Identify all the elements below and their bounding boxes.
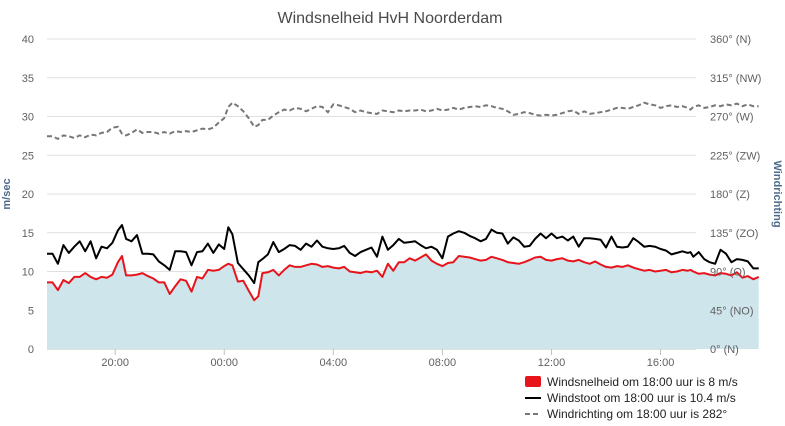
legend-label-gust: Windstoot om 18:00 uur is 10.4 m/s [547,391,736,405]
x-tick-label: 12:00 [538,357,566,369]
y-right-tick-label: 180° (Z) [710,189,750,201]
y-left-tick-label: 25 [22,150,34,162]
gust-line [47,224,759,285]
chart-title: Windsnelheid HvH Noorderdam [278,10,503,27]
y-left-tick-label: 35 [22,73,34,85]
y-left-tick-label: 20 [22,189,34,201]
y-left-axis-ticks: 0 5 10 15 20 25 30 35 40 [22,34,34,356]
speed-line [47,253,760,302]
series-lines-layer [47,101,760,302]
x-tick-label: 04:00 [320,357,348,369]
x-tick-label: 16:00 [647,357,675,369]
y-right-tick-label: 315° (NW) [710,73,761,85]
y-left-tick-label: 15 [22,228,34,240]
y-right-tick-label: 90° (O) [710,267,746,279]
y-left-tick-label: 30 [22,112,34,124]
x-tick-label: 00:00 [210,357,238,369]
legend-label-speed: Windsnelheid om 18:00 uur is 8 m/s [547,375,738,389]
y-left-tick-label: 40 [22,34,34,46]
y-left-axis-title: m/sec [1,178,13,209]
y-left-tick-label: 5 [28,305,34,317]
legend-item-speed[interactable]: Windsnelheid om 18:00 uur is 8 m/s [525,375,738,389]
speed-area [47,254,759,349]
y-right-tick-label: 135° (ZO) [710,228,758,240]
y-right-axis-title: Windrichting [771,160,783,227]
legend-item-gust[interactable]: Windstoot om 18:00 uur is 10.4 m/s [525,391,736,405]
x-tick-label: 08:00 [429,357,457,369]
legend-swatch-speed [525,376,541,387]
x-axis-ticks: 20:00 00:00 04:00 08:00 12:00 16:00 [101,349,674,369]
speed-area-layer [47,254,759,349]
y-right-tick-label: 45° (NO) [710,305,754,317]
y-left-tick-label: 0 [28,344,34,356]
legend-label-direction: Windrichting om 18:00 uur is 282° [547,407,727,421]
legend-item-direction[interactable]: Windrichting om 18:00 uur is 282° [525,407,727,421]
y-right-tick-label: 0° (N) [710,344,739,356]
y-right-axis-ticks: 0° (N) 45° (NO) 90° (O) 135° (ZO) 180° (Z) 22… [710,34,761,356]
direction-line [47,101,759,141]
y-left-tick-label: 10 [22,267,34,279]
x-tick-label: 20:00 [101,357,129,369]
y-right-tick-label: 270° (W) [710,112,754,124]
legend: Windsnelheid om 18:00 uur is 8 m/s Winds… [525,375,738,421]
y-right-tick-label: 360° (N) [710,34,751,46]
y-right-tick-label: 225° (ZW) [710,150,760,162]
